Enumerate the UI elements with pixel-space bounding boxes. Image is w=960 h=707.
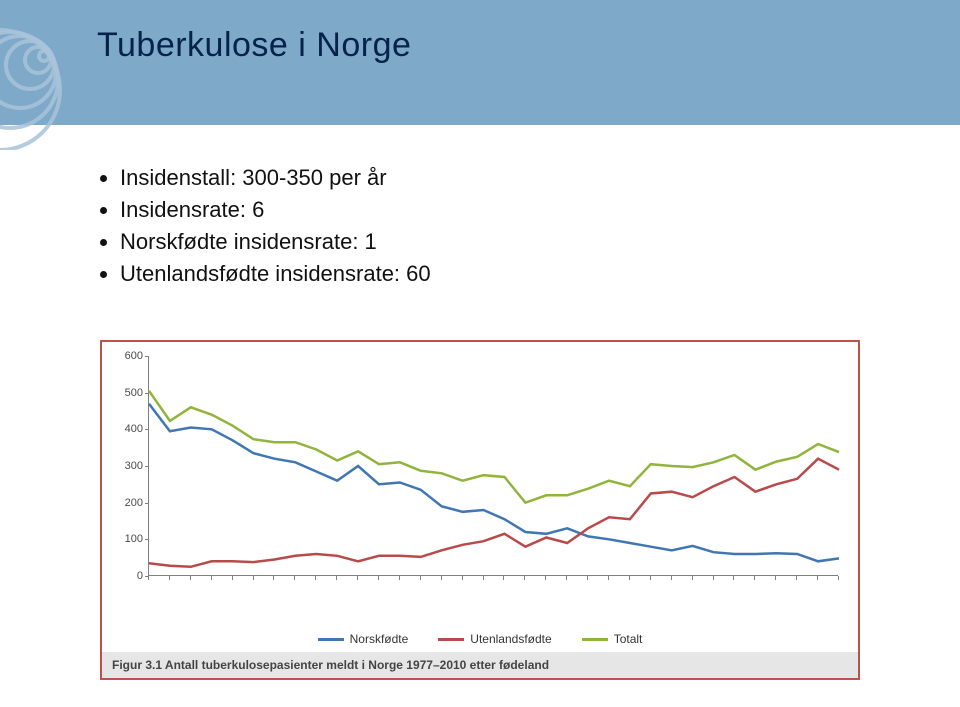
- series-totalt: [149, 391, 839, 503]
- chart-caption: Figur 3.1 Antall tuberkulosepasienter me…: [102, 652, 858, 678]
- y-tick-label: 300: [109, 460, 143, 472]
- legend-label: Utenlandsfødte: [470, 632, 551, 646]
- legend-swatch: [582, 638, 608, 641]
- bullet-item: Insidenstall: 300-350 per år: [120, 165, 431, 191]
- chart-legend: Norskfødte Utenlandsfødte Totalt: [102, 622, 858, 652]
- legend-label: Norskfødte: [350, 632, 409, 646]
- page-title: Tuberkulose i Norge: [97, 26, 411, 65]
- legend-item-totalt: Totalt: [582, 632, 643, 646]
- bullet-item: Utenlandsfødte insidensrate: 60: [120, 261, 431, 287]
- y-tick-label: 400: [109, 423, 143, 435]
- y-tick-label: 0: [109, 570, 143, 582]
- legend-swatch: [438, 638, 464, 641]
- line-chart: 0100200300400500600: [148, 356, 838, 576]
- y-tick-label: 500: [109, 387, 143, 399]
- bullet-list: Insidenstall: 300-350 per år Insidensrat…: [120, 165, 431, 293]
- legend-item-norskfodte: Norskfødte: [318, 632, 409, 646]
- legend-swatch: [318, 638, 344, 641]
- bullet-item: Norskfødte insidensrate: 1: [120, 229, 431, 255]
- y-tick-label: 100: [109, 533, 143, 545]
- chart-figure: 0100200300400500600 19771978197919801981…: [100, 340, 860, 680]
- legend-item-utenlandsfodte: Utenlandsfødte: [438, 632, 551, 646]
- legend-label: Totalt: [614, 632, 643, 646]
- header-banner: Tuberkulose i Norge: [0, 0, 960, 125]
- chart-svg: [149, 356, 839, 576]
- bullet-item: Insidensrate: 6: [120, 197, 431, 223]
- swirl-decoration: [0, 0, 140, 150]
- x-axis-ticks: 1977197819791980198119821983198419851986…: [148, 576, 838, 622]
- y-tick-label: 200: [109, 497, 143, 509]
- y-tick-label: 600: [109, 350, 143, 362]
